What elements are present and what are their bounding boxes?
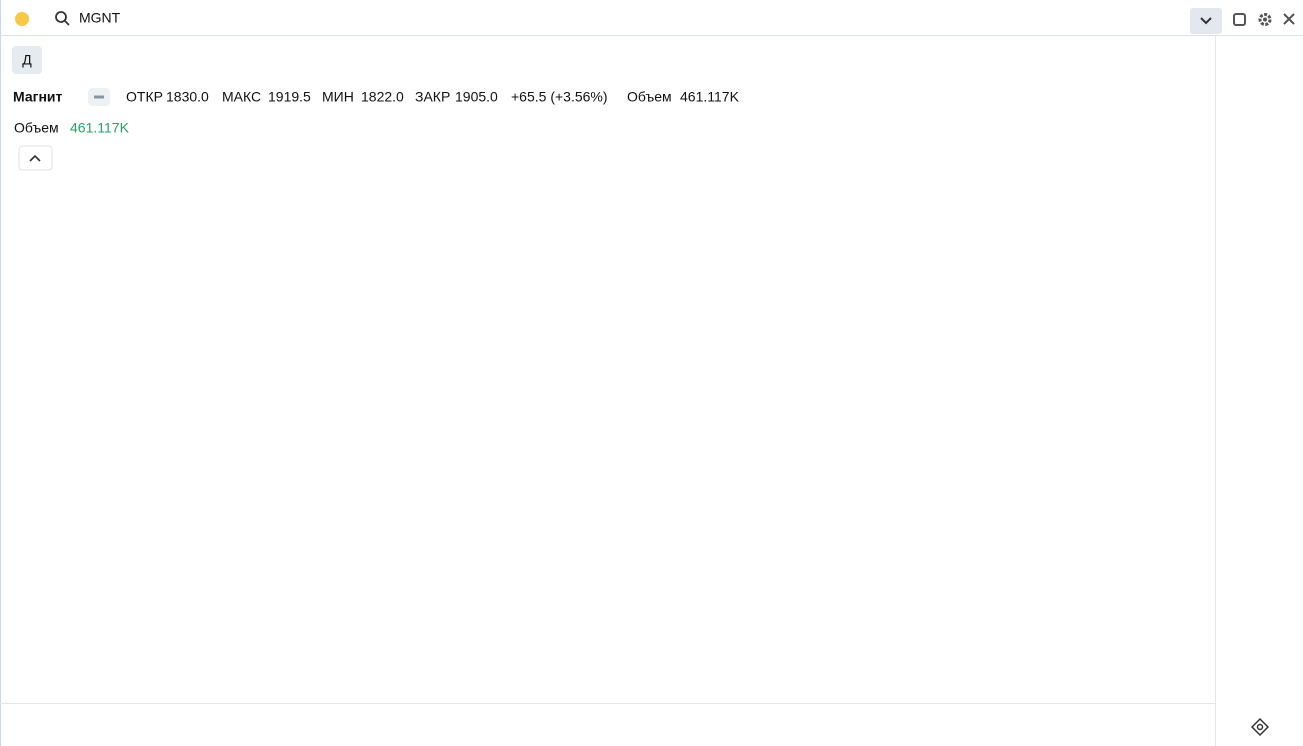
legend-low: 1822.0 xyxy=(361,89,404,105)
settings-icon[interactable] xyxy=(1258,13,1272,26)
expand-button[interactable] xyxy=(18,145,53,171)
legend-open: 1830.0 xyxy=(166,89,209,105)
chevron-icon xyxy=(1200,17,1212,25)
legend-change: +65.5 (+3.56%) xyxy=(511,89,608,105)
expand-icon xyxy=(29,154,41,162)
interval-label: Д xyxy=(22,52,32,68)
legend-low-label: МИН xyxy=(322,89,354,105)
search-icon[interactable] xyxy=(55,11,70,26)
legend-high-label: МАКС xyxy=(222,89,261,105)
window-icon[interactable] xyxy=(1233,13,1246,26)
legend-close: 1905.0 xyxy=(455,89,498,105)
legend-high: 1919.5 xyxy=(268,89,311,105)
volume-legend-label: Объем xyxy=(14,120,59,136)
legend: Магнит ОТКР 1830.0 МАКС 1919.5 МИН 1822.… xyxy=(13,88,740,171)
legend-open-label: ОТКР xyxy=(126,89,163,105)
volume-legend-value: 461.117K xyxy=(70,120,130,136)
legend-close-label: ЗАКР xyxy=(415,89,450,105)
status-dot xyxy=(15,12,29,26)
dropdown-button[interactable] xyxy=(1190,8,1222,34)
legend-name: Магнит xyxy=(13,89,63,105)
legend-volume-label: Объем xyxy=(627,89,672,105)
legend-volume: 461.117K xyxy=(680,89,740,105)
interval-button[interactable] xyxy=(12,46,42,74)
symbol[interactable]: MGNT xyxy=(79,10,121,26)
reset-icon[interactable] xyxy=(1250,717,1270,737)
close-icon[interactable] xyxy=(1283,13,1295,25)
